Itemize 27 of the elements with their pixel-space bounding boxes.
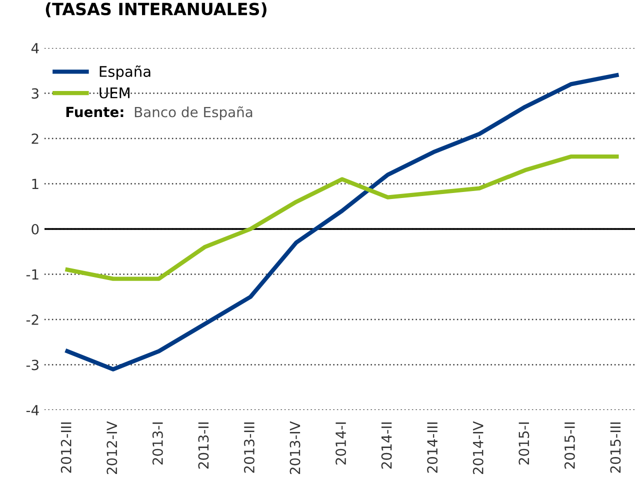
y-tick-label: 2 (32, 133, 38, 144)
x-tick-label: 2014-I (336, 422, 346, 465)
x-tick-label: 2013-IV (290, 421, 300, 474)
y-tick-label: -4 (26, 405, 39, 416)
x-tick-label: 2015-III (610, 422, 621, 473)
x-tick-label: 2014-II (381, 422, 392, 469)
x-tick-label: 2012-III (60, 422, 72, 473)
legend-label: UEM (100, 88, 130, 98)
y-tick-label: -3 (26, 360, 38, 370)
y-tick-label: -1 (26, 269, 38, 280)
legend-label: España (100, 65, 150, 80)
chart-title: (TASAS INTERANUALES) (46, 2, 266, 18)
line-series (65, 154, 619, 281)
y-tick-label: 3 (32, 88, 38, 99)
y-tick-label: -2 (26, 314, 38, 325)
x-tick-label: 2013-III (244, 422, 254, 473)
y-tick-label: 1 (32, 178, 38, 190)
y-tick-label: 4 (31, 43, 39, 54)
x-tick-label: 2014-III (427, 422, 438, 473)
x-tick-label: 2015-I (518, 422, 530, 465)
annotation: Fuente: Banco de España (66, 106, 252, 120)
x-tick-label: 2013-II (198, 422, 209, 469)
x-tick-label: 2013-I (152, 422, 163, 465)
x-tick-label: 2012-IV (106, 421, 118, 474)
x-tick-label: 2015-II (564, 422, 575, 469)
y-tick-label: 0 (32, 224, 39, 234)
x-tick-label: 2014-IV (472, 421, 484, 474)
